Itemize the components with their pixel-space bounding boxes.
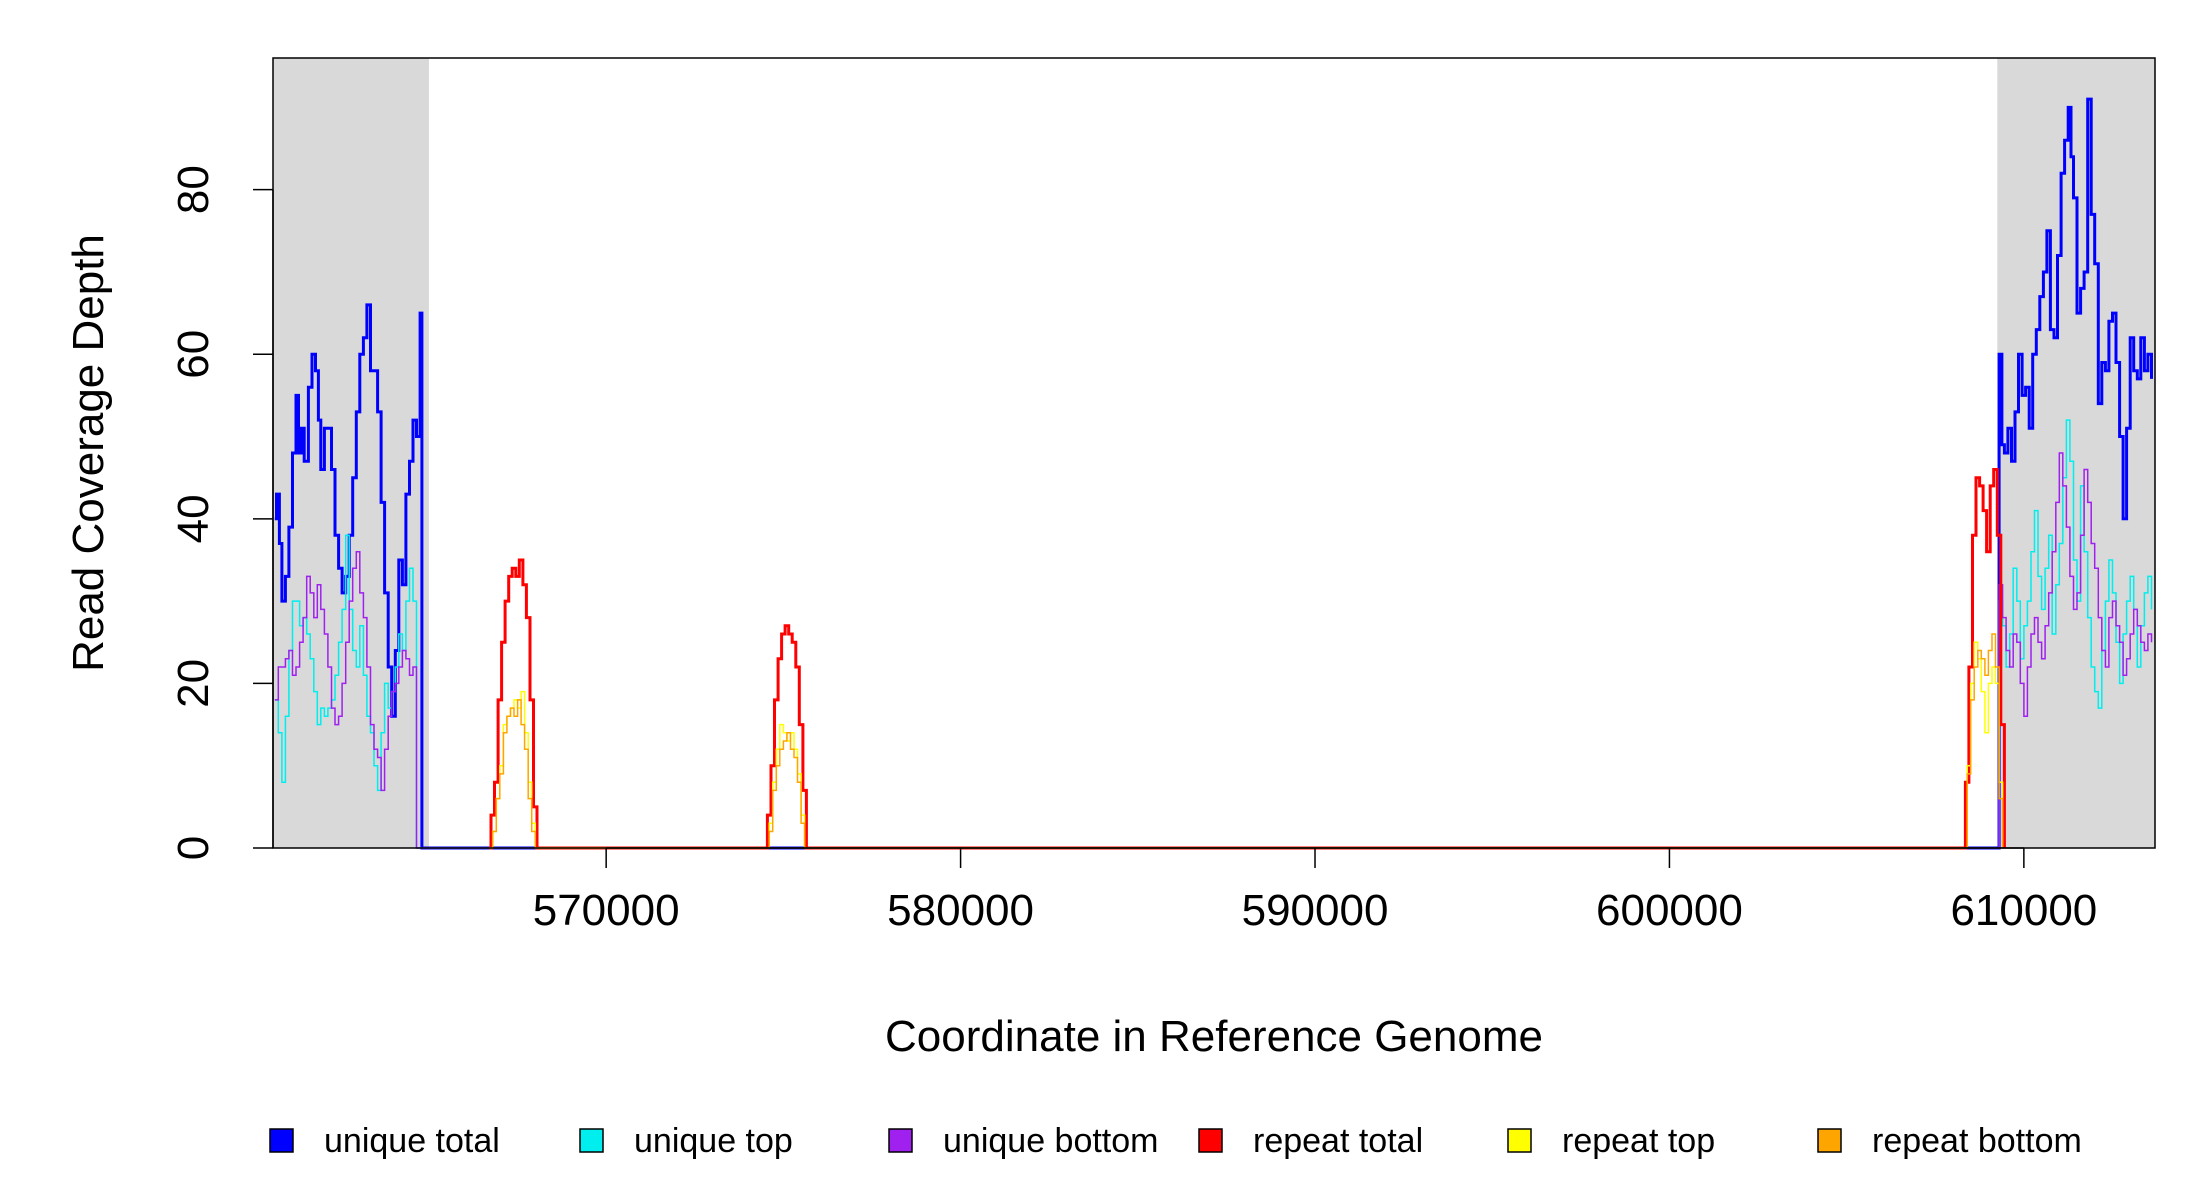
legend-item: repeat top xyxy=(1507,1122,1715,1160)
series-lines xyxy=(274,97,2153,850)
legend-item: unique top xyxy=(579,1122,793,1160)
legend-swatch xyxy=(1817,1128,1842,1153)
legend-item: unique bottom xyxy=(888,1122,1159,1160)
x-tick-label: 610000 xyxy=(1950,886,2097,935)
series-unique-top xyxy=(274,419,2153,849)
legend-label: repeat bottom xyxy=(1872,1122,2082,1160)
legend-swatch xyxy=(888,1128,913,1153)
series-repeat-total xyxy=(489,468,2006,850)
x-tick-label: 580000 xyxy=(887,886,1034,935)
legend-item: unique total xyxy=(269,1122,500,1160)
x-tick-label: 590000 xyxy=(1242,886,1389,935)
legend: unique total unique top unique bottom repea… xyxy=(269,1122,2082,1160)
legend-label: unique total xyxy=(324,1122,500,1160)
legend-swatch xyxy=(579,1128,604,1153)
series-repeat-top xyxy=(489,641,2004,849)
series-repeat-bottom xyxy=(489,633,2004,849)
y-tick-label: 40 xyxy=(169,494,218,543)
y-tick-label: 80 xyxy=(169,165,218,214)
legend-swatch xyxy=(1198,1128,1223,1153)
x-axis-label: Coordinate in Reference Genome xyxy=(885,1012,1543,1061)
shaded-regions xyxy=(273,58,2155,848)
legend-label: unique bottom xyxy=(943,1122,1159,1160)
y-tick-label: 20 xyxy=(169,659,218,708)
y-tick-label: 60 xyxy=(169,330,218,379)
x-tick-label: 570000 xyxy=(533,886,680,935)
series-unique-bottom xyxy=(274,452,2153,849)
axes: 570000 580000 590000 600000 610000 0 20 40 60 80 xyxy=(169,165,2097,935)
legend-swatch xyxy=(269,1128,294,1153)
plot-frame xyxy=(272,57,2156,849)
legend-label: repeat total xyxy=(1253,1122,1423,1160)
series-unique-total xyxy=(274,97,2153,850)
x-tick-label: 600000 xyxy=(1596,886,1743,935)
y-axis-label: Read Coverage Depth xyxy=(64,234,113,672)
legend-item: repeat total xyxy=(1198,1122,1423,1160)
legend-item: repeat bottom xyxy=(1817,1122,2082,1160)
legend-label: unique top xyxy=(634,1122,793,1160)
y-tick-label: 0 xyxy=(169,836,218,860)
legend-label: repeat top xyxy=(1562,1122,1715,1160)
shaded-region-2 xyxy=(1997,58,2155,848)
legend-swatch xyxy=(1507,1128,1532,1153)
